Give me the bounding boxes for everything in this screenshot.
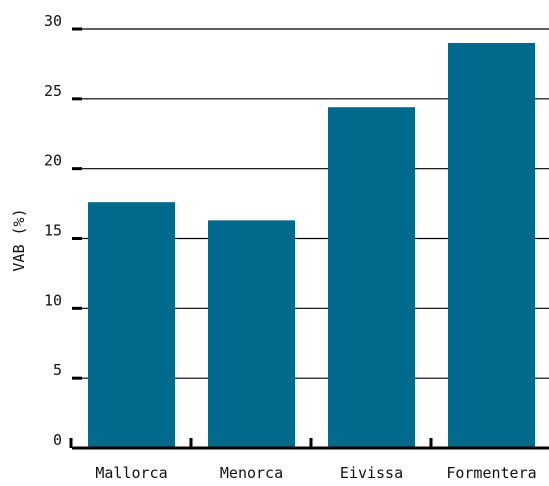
y-tick-label: 15 (44, 222, 62, 240)
x-tick-label: Formentera (446, 464, 536, 482)
bars (88, 42, 535, 449)
y-tick-label: 5 (53, 361, 62, 379)
y-axis-label: VAB (%) (10, 208, 28, 271)
bar-menorca (208, 220, 295, 448)
bar-formentera (448, 42, 535, 448)
y-tick-label: 20 (44, 152, 62, 170)
x-tick-label: Eivissa (340, 464, 403, 482)
x-tick-labels: Mallorca Menorca Eivissa Formentera (95, 464, 536, 482)
y-tick-label: 10 (44, 291, 62, 309)
y-tick-label: 30 (44, 12, 62, 30)
y-tick-labels: 0 5 10 15 20 25 30 (44, 12, 62, 449)
y-tick-label: 25 (44, 82, 62, 100)
bar-mallorca (88, 202, 175, 448)
y-tick-label: 0 (53, 431, 62, 449)
axes (69, 438, 549, 450)
x-tick-label: Mallorca (95, 464, 167, 482)
bar-eivissa (328, 107, 415, 449)
x-tick-label: Menorca (220, 464, 283, 482)
